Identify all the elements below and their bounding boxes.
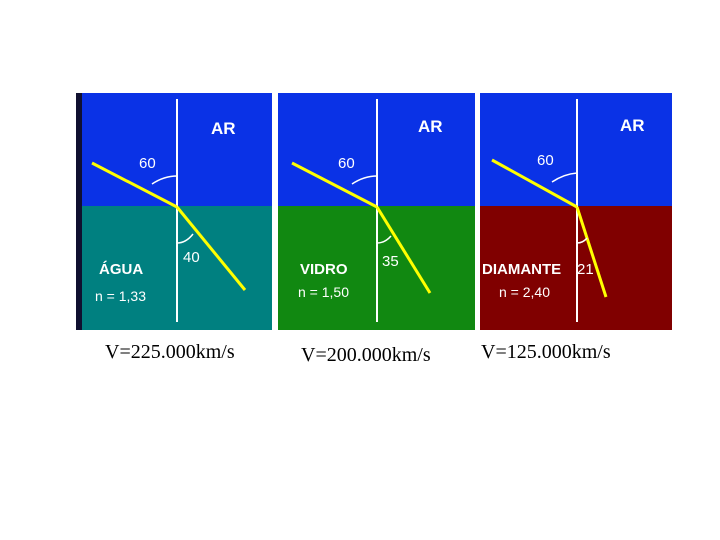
panel-gap-2: [475, 93, 480, 330]
left-border: [76, 93, 82, 330]
incidence-angle-arc-1: [151, 175, 178, 185]
panel-water: AR 60 40 ÁGUA n = 1,33: [82, 93, 272, 330]
speed-label-glass: V=200.000km/s: [301, 344, 431, 366]
refracted-ray-2: [375, 206, 432, 294]
refraction-angle-arc-1: [176, 233, 194, 244]
incidence-angle-arc-3: [551, 172, 578, 183]
material-label-diamond: DIAMANTE: [482, 261, 561, 278]
incidence-angle-label-2: 60: [338, 155, 355, 172]
material-label-glass: VIDRO: [300, 261, 348, 278]
panel-gap-1: [272, 93, 278, 330]
index-label-glass: n = 1,50: [298, 284, 349, 300]
incidence-angle-label-3: 60: [537, 152, 554, 169]
panel-glass: AR 60 35 VIDRO n = 1,50: [278, 93, 475, 330]
incidence-angle-arc-2: [351, 175, 378, 185]
refracted-ray-1: [175, 206, 247, 291]
refraction-angle-label-3: 21: [577, 261, 594, 278]
incident-ray-1: [91, 161, 178, 209]
refraction-angle-label-1: 40: [183, 249, 200, 266]
index-label-water: n = 1,33: [95, 288, 146, 304]
air-label-3: AR: [620, 116, 645, 135]
air-label-2: AR: [418, 117, 443, 136]
incident-ray-3: [491, 158, 578, 209]
refracted-ray-3: [575, 206, 608, 298]
speed-label-diamond: V=125.000km/s: [481, 341, 611, 363]
material-label-water: ÁGUA: [99, 261, 143, 278]
index-label-diamond: n = 2,40: [499, 284, 550, 300]
air-label-1: AR: [211, 119, 236, 138]
panel-diamond: AR 60 21 DIAMANTE n = 2,40: [480, 93, 672, 330]
refraction-angle-label-2: 35: [382, 253, 399, 270]
incidence-angle-label-1: 60: [139, 155, 156, 172]
refraction-angle-arc-2: [376, 235, 392, 244]
incident-ray-2: [291, 161, 378, 209]
refraction-angle-arc-3: [576, 237, 588, 244]
speed-label-water: V=225.000km/s: [105, 341, 235, 363]
